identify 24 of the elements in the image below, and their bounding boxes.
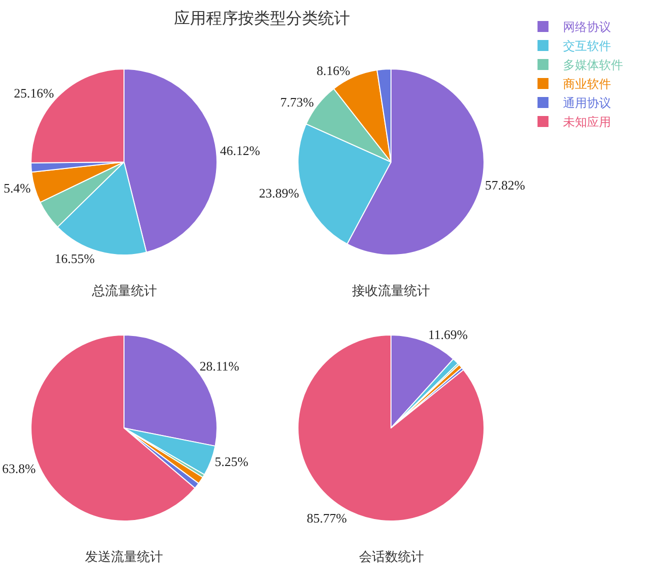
legend-label: 交互软件 <box>563 39 611 54</box>
data-label: 11.69% <box>428 327 468 342</box>
legend-label: 多媒体软件 <box>563 58 623 72</box>
legend-label: 通用协议 <box>563 96 611 110</box>
chart-title: 应用程序按类型分类统计 <box>174 8 350 28</box>
legend-label: 网络协议 <box>563 20 611 34</box>
data-label: 28.11% <box>200 358 240 374</box>
slice-label: 总流量统计 <box>91 283 157 299</box>
data-label: 25.16% <box>14 85 54 100</box>
data-label: 8.16% <box>316 62 350 78</box>
data-label: 85.77% <box>306 510 348 526</box>
data-label: 5.25% <box>214 454 249 470</box>
slice-label: 发送流量统计 <box>85 549 163 565</box>
data-label: 5.4% <box>4 180 31 196</box>
data-label: 16.55% <box>54 250 95 266</box>
slice-label: 接收流量统计 <box>352 283 430 299</box>
legend-label: 商业软件 <box>563 77 611 92</box>
data-label: 7.73% <box>280 94 314 110</box>
data-label: 63.8% <box>2 460 36 476</box>
slice-label: 会话数统计 <box>359 550 424 565</box>
data-label: 57.82% <box>484 178 526 193</box>
data-label: 23.89% <box>258 185 300 200</box>
data-label: 46.12% <box>220 143 260 158</box>
legend-label: 未知应用 <box>563 115 611 130</box>
